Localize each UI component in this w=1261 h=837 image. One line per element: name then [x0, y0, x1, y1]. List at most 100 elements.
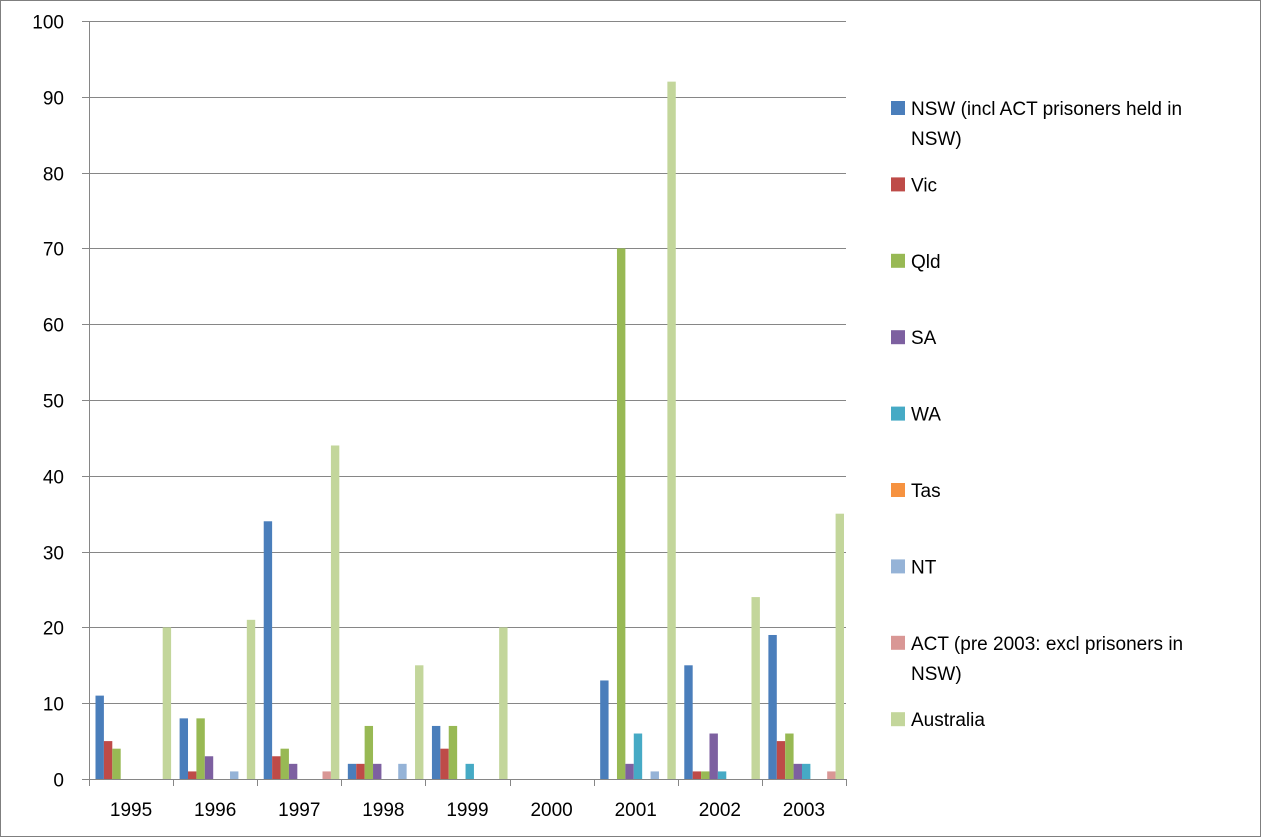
bar-vic-2003	[776, 741, 786, 779]
y-tick-label: 40	[43, 468, 64, 489]
y-tick-label: 10	[43, 695, 64, 716]
x-tick-label: 2003	[783, 800, 825, 821]
y-tick-label: 20	[43, 619, 64, 640]
x-tick-labels: 1995 1996 1997 1998 1999 2000 2001 2002 2003	[110, 800, 825, 821]
legend-item: Tas	[891, 481, 941, 502]
legend-label: NSW)	[911, 129, 962, 150]
bar-nt-1998	[398, 763, 407, 779]
y-tick-label: 90	[43, 89, 64, 110]
bar-vic-1998	[356, 763, 365, 779]
x-tick-label: 1999	[446, 800, 488, 821]
x-tick-label: 2002	[699, 800, 741, 821]
bar-sa-2002	[709, 733, 718, 779]
bar-vic-1997	[272, 756, 281, 779]
legend-item: Qld	[891, 252, 941, 273]
y-tick-label: 100	[32, 13, 64, 34]
bar-sa-1996	[204, 756, 214, 779]
bar-wa-1999	[465, 763, 474, 779]
bar-nsw-1995	[95, 695, 104, 779]
bar-wa-2002	[717, 771, 727, 779]
y-tick-label: 30	[43, 544, 64, 565]
x-tick-label: 1997	[278, 800, 320, 821]
legend-swatch	[891, 101, 905, 115]
legend-label: Australia	[911, 710, 985, 731]
legend-swatch	[891, 559, 905, 574]
bar-nsw-1999	[431, 725, 441, 779]
legend-swatch	[891, 330, 905, 345]
bar-australia-2002	[751, 597, 760, 779]
x-tick-label: 1995	[110, 800, 152, 821]
bar-qld-1999	[448, 725, 458, 779]
bar-sa-1998	[373, 763, 382, 779]
bar-vic-1996	[188, 771, 197, 779]
axes	[82, 21, 847, 786]
legend-swatch	[891, 253, 905, 268]
legend-item: SA	[891, 328, 937, 349]
bar-nsw-1998	[347, 763, 357, 779]
bar-wa-2003	[801, 763, 811, 779]
y-tick-label: 70	[43, 240, 64, 261]
legend-label: Qld	[911, 252, 941, 273]
bar-nt-1996	[230, 771, 239, 779]
y-tick-labels: 0 10 20 30 40 50 60 70 80 90 100	[32, 13, 64, 792]
bar-act-1997	[322, 771, 331, 779]
y-tick-label: 0	[53, 771, 64, 792]
bar-qld-1995	[112, 748, 121, 779]
y-tick-label: 60	[43, 316, 64, 337]
bar-nsw-1997	[263, 521, 273, 779]
legend-item: NSW (incl ACT prisoners held in NSW)	[891, 99, 1182, 150]
y-tick-label: 50	[43, 392, 64, 413]
bar-sa-2001	[625, 763, 634, 779]
bar-qld-2003	[785, 733, 794, 779]
bar-sa-1997	[288, 763, 298, 779]
legend-label: ACT (pre 2003: excl prisoners in	[911, 634, 1183, 655]
bars	[95, 81, 844, 779]
x-tick-label: 2001	[615, 800, 657, 821]
bar-wa-2001	[633, 733, 643, 779]
bar-vic-1995	[103, 741, 113, 779]
bar-qld-1996	[196, 718, 205, 779]
legend-item: Australia	[891, 710, 985, 731]
legend-label: NSW)	[911, 664, 962, 685]
bar-qld-1997	[280, 748, 289, 779]
legend-swatch	[891, 712, 905, 727]
bar-nsw-2002	[684, 665, 693, 779]
bar-australia-1997	[330, 445, 340, 779]
bar-vic-2002	[692, 771, 702, 779]
legend-label: WA	[911, 405, 941, 426]
bar-vic-1999	[440, 748, 449, 779]
gridlines	[89, 21, 846, 704]
bar-act-2003	[827, 771, 836, 779]
legend-item: Vic	[891, 175, 937, 196]
bar-qld-2002	[701, 771, 710, 779]
legend-item: NT	[891, 557, 937, 578]
bar-nsw-1996	[179, 718, 189, 779]
legend-label: NT	[911, 557, 937, 578]
y-tick-label: 80	[43, 165, 64, 186]
legend-swatch	[891, 406, 905, 421]
legend-swatch	[891, 483, 905, 497]
bar-australia-1995	[162, 627, 172, 779]
bar-nt-2001	[650, 771, 659, 779]
legend-item: ACT (pre 2003: excl prisoners in NSW)	[891, 634, 1183, 685]
bar-sa-2003	[793, 763, 802, 779]
bar-nsw-2001	[600, 680, 609, 779]
bar-australia-2001	[667, 81, 676, 779]
legend-label: Vic	[911, 175, 937, 196]
bar-qld-2001	[616, 248, 626, 779]
bar-australia-1996	[246, 619, 256, 779]
legend-label: SA	[911, 328, 937, 349]
legend-item: WA	[891, 405, 941, 426]
legend: NSW (incl ACT prisoners held in NSW) Vic Ql…	[891, 99, 1183, 731]
bar-australia-1998	[415, 665, 424, 779]
legend-label: NSW (incl ACT prisoners held in	[911, 99, 1182, 120]
legend-swatch	[891, 177, 905, 192]
bar-nsw-2003	[768, 634, 777, 779]
x-tick-label: 2000	[530, 800, 572, 821]
legend-swatch	[891, 635, 905, 650]
x-tick-label: 1996	[194, 800, 236, 821]
legend-label: Tas	[911, 481, 941, 502]
x-tick-label: 1998	[362, 800, 404, 821]
